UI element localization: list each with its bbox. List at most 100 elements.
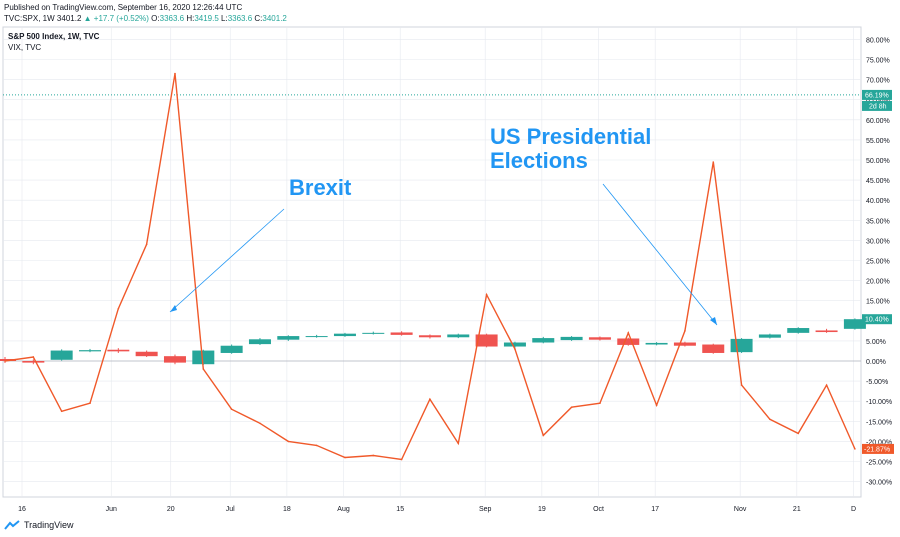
tradingview-logo-icon	[4, 520, 20, 530]
candle-body	[787, 328, 810, 333]
vix-points	[4, 72, 856, 461]
brexit-arrow-head	[170, 305, 177, 312]
brexit-label: Brexit	[289, 175, 352, 200]
x-tick-label: 15	[396, 506, 404, 513]
x-tick-label: Nov	[734, 506, 747, 513]
vix-point	[344, 456, 346, 459]
vix-point	[769, 418, 771, 421]
candle-body	[758, 334, 781, 338]
x-tick-label: 20	[167, 506, 175, 513]
vix-point	[797, 432, 800, 435]
y-tick-label: 60.00%	[866, 118, 890, 125]
vix-point	[485, 293, 488, 296]
symbol-label: TVC:SPX, 1W	[4, 14, 55, 23]
y-tick-label: -15.00%	[866, 419, 892, 426]
y-tick-label: 40.00%	[866, 198, 890, 205]
y-tick-label: 50.00%	[866, 158, 890, 165]
x-tick-label: Aug	[337, 506, 350, 513]
price-tag-spx: 10.40%	[862, 314, 892, 325]
vix-point	[542, 434, 545, 437]
us-elections-arrow-head	[710, 317, 717, 325]
candle-body	[22, 361, 45, 363]
x-tick-label: 17	[651, 506, 659, 513]
candle-body	[277, 336, 300, 340]
candle-body	[163, 356, 186, 363]
ohlc-summary: TVC:SPX, 1W 3401.2 ▲ +17.7 (+0.52%) O:33…	[4, 14, 287, 23]
candle-body	[673, 342, 696, 346]
open-label: O:	[151, 14, 160, 23]
vix-point	[570, 406, 573, 409]
candle-body	[418, 335, 441, 338]
vix-point	[315, 444, 318, 447]
y-tick-label: 55.00%	[866, 138, 890, 145]
vix-point	[712, 161, 715, 163]
vix-point	[825, 384, 828, 386]
x-tick-label: Oct	[593, 506, 604, 513]
candle-body	[220, 345, 243, 353]
candle-body	[843, 319, 866, 329]
vix-point	[400, 458, 403, 461]
vix-point	[429, 398, 431, 400]
candle-body	[305, 336, 328, 338]
published-header: Published on TradingView.com, September …	[4, 3, 243, 12]
tag-top-sub: 2d 8h	[869, 103, 887, 110]
y-tick-label: 20.00%	[866, 279, 890, 286]
x-tick-label: 19	[538, 506, 546, 513]
vix-point	[854, 448, 856, 450]
x-tick-label: Jul	[226, 506, 235, 513]
last-price: 3401.2	[56, 14, 82, 23]
y-tick-label: 25.00%	[866, 259, 890, 266]
candle-body	[475, 334, 498, 347]
vix-point	[514, 348, 516, 350]
y-tick-label: 5.00%	[866, 339, 886, 346]
vix-line	[4, 73, 856, 461]
brexit-annotation: Brexit	[169, 175, 352, 313]
y-tick-label: 70.00%	[866, 78, 890, 85]
grid-layer	[3, 27, 861, 497]
y-tick-label: 35.00%	[866, 218, 890, 225]
x-axis: 16 Jun 20 Jul 18 Aug 15 Sep 19 Oct 17 Nov 21 D	[18, 506, 856, 513]
vix-point	[372, 454, 375, 457]
us-elections-label-2: Elections	[490, 148, 588, 173]
vix-point	[60, 410, 63, 413]
price-tag-vix: -21.87%	[862, 443, 894, 454]
open-value: 3363.6	[159, 14, 185, 23]
vix-point	[655, 404, 658, 407]
vix-point	[457, 442, 460, 445]
candle-body	[333, 333, 356, 337]
y-tick-label: -25.00%	[866, 460, 892, 467]
candle-body	[532, 338, 555, 343]
vix-point	[202, 368, 205, 370]
candle-body	[192, 350, 215, 365]
high-label: H:	[186, 14, 195, 23]
tradingview-brand[interactable]: TradingView	[4, 520, 74, 530]
y-tick-label: 45.00%	[866, 178, 890, 185]
change-value: +17.7 (+0.52%)	[93, 14, 149, 23]
vix-point	[599, 402, 601, 405]
vix-point	[4, 360, 6, 362]
y-tick-label: -20.00%	[866, 439, 892, 446]
candle-body	[107, 349, 130, 352]
x-tick-label: Sep	[479, 506, 492, 513]
candle-body	[248, 339, 271, 345]
vix-point	[174, 72, 176, 75]
vix-point	[627, 332, 630, 334]
candle-body	[78, 350, 101, 352]
candle-body	[702, 344, 725, 353]
price-tag-top: 66.19% 2d 8h	[862, 89, 892, 111]
vix-point	[259, 422, 261, 425]
candle-body	[135, 351, 158, 357]
tag-top-value: 66.19%	[865, 92, 889, 99]
y-tick-label: 30.00%	[866, 238, 890, 245]
low-value: 3363.6	[227, 14, 253, 23]
vix-point	[740, 384, 743, 386]
x-tick-label: Jun	[106, 506, 117, 513]
x-tick-label: D	[851, 506, 856, 513]
candle-body	[50, 350, 73, 360]
y-axis: 80.00%75.00%70.00%65.00%60.00%55.00%50.0…	[866, 37, 892, 486]
vix-point	[287, 440, 290, 443]
x-tick-label: 21	[793, 506, 801, 513]
vix-point	[89, 402, 91, 405]
vix-point	[117, 307, 120, 310]
